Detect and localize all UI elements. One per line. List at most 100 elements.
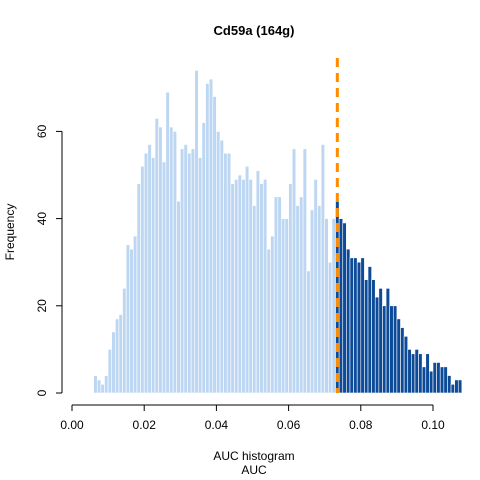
histogram-bar xyxy=(317,205,322,394)
y-axis-label: Frequency xyxy=(3,204,17,261)
histogram-bar xyxy=(187,152,192,394)
histogram-bar xyxy=(180,148,185,394)
x-axis: 0.00 0.02 0.04 0.06 0.08 0.10 xyxy=(60,404,445,432)
histogram-bar xyxy=(349,257,354,394)
histogram-bar xyxy=(360,257,365,394)
chart-title: Cd59a (164g) xyxy=(214,23,295,38)
y-tick-label: 0 xyxy=(35,389,49,396)
histogram-bars xyxy=(93,70,463,394)
histogram-bar xyxy=(143,152,149,394)
histogram-bar xyxy=(154,118,159,394)
x-tick-label: 0.02 xyxy=(133,418,157,432)
histogram-bar xyxy=(183,144,188,394)
histogram-bar xyxy=(291,148,297,394)
histogram-bar xyxy=(309,209,315,394)
histogram-bar xyxy=(129,248,134,394)
histogram-bar xyxy=(212,96,217,394)
histogram-bar xyxy=(259,183,264,394)
y-tick-label: 40 xyxy=(35,212,49,226)
y-axis: 0 20 40 60 xyxy=(35,124,63,396)
histogram-bar xyxy=(331,218,336,394)
histogram-bar xyxy=(432,362,437,394)
histogram-bar xyxy=(266,248,271,394)
histogram-bar xyxy=(248,179,253,394)
histogram-bar xyxy=(313,179,318,394)
histogram-bar xyxy=(151,157,156,394)
histogram-bar xyxy=(385,288,390,394)
histogram-bar xyxy=(414,349,419,394)
histogram-bar xyxy=(226,152,232,394)
histogram-bar xyxy=(205,83,210,394)
histogram-bar xyxy=(288,183,293,394)
histogram-bar xyxy=(447,375,452,394)
histogram-bar xyxy=(295,205,300,394)
histogram-bar xyxy=(324,218,329,394)
histogram-bar xyxy=(439,366,445,394)
histogram-bar xyxy=(346,248,351,394)
histogram-bar xyxy=(367,266,372,394)
histogram-bar xyxy=(392,305,398,394)
x-tick-label: 0.10 xyxy=(421,418,445,432)
histogram-bar xyxy=(176,200,181,394)
histogram-bar xyxy=(198,157,203,394)
x-tick-label: 0.04 xyxy=(205,418,229,432)
histogram-bar xyxy=(201,122,206,394)
histogram-bar xyxy=(457,379,463,394)
histogram-bar xyxy=(255,170,261,394)
histogram-bar xyxy=(172,131,177,394)
histogram-bar xyxy=(277,196,282,394)
histogram-bar xyxy=(353,257,358,394)
histogram-bar xyxy=(115,318,120,394)
histogram-bar xyxy=(454,379,459,394)
histogram-bar xyxy=(270,235,275,394)
histogram-bar xyxy=(302,148,307,394)
x-tick-label: 0.06 xyxy=(277,418,301,432)
histogram-bar xyxy=(371,279,376,394)
histogram-bar xyxy=(263,179,268,394)
histogram-bar xyxy=(104,375,109,394)
histogram-bar xyxy=(284,218,289,394)
histogram-bar xyxy=(450,383,455,394)
histogram-bar xyxy=(425,353,430,394)
histogram-bar xyxy=(107,349,113,394)
histogram-bar xyxy=(407,349,412,394)
histogram-bar xyxy=(320,144,325,394)
histogram-bar xyxy=(403,336,409,394)
histogram-bar xyxy=(342,222,347,394)
histogram-bar xyxy=(411,353,416,394)
histogram-bar xyxy=(190,148,196,394)
histogram-bar xyxy=(111,331,116,394)
histogram-bar xyxy=(252,205,257,394)
histogram-bar xyxy=(230,183,235,394)
histogram-bar xyxy=(421,366,427,394)
x-tick-label: 0.00 xyxy=(60,418,84,432)
histogram-bar xyxy=(136,183,141,394)
histogram-bar xyxy=(147,144,152,394)
histogram-bar xyxy=(219,139,224,394)
histogram-bar xyxy=(244,165,250,394)
histogram-bar xyxy=(389,305,394,394)
histogram-bar xyxy=(234,179,239,394)
histogram-bar xyxy=(328,261,333,394)
histogram-bar xyxy=(223,152,228,394)
histogram-bar xyxy=(158,126,163,394)
histogram-bar xyxy=(140,165,145,394)
histogram-bar xyxy=(374,296,380,394)
histogram-bar xyxy=(281,218,286,394)
histogram-bar xyxy=(338,218,344,394)
histogram-bar xyxy=(133,235,138,394)
histogram-bar xyxy=(436,362,441,394)
y-tick-label: 20 xyxy=(35,299,49,313)
histogram-bar xyxy=(378,288,383,394)
histogram-bar xyxy=(208,78,214,394)
histogram-bar xyxy=(237,174,242,394)
histogram-bar xyxy=(93,375,98,394)
histogram-bar xyxy=(299,196,304,394)
histogram-bar xyxy=(241,179,246,394)
histogram-bar xyxy=(429,370,434,394)
histogram-bar xyxy=(273,196,279,394)
histogram-bar xyxy=(125,244,131,394)
histogram-bar xyxy=(306,270,311,394)
histogram-bar xyxy=(382,305,387,394)
